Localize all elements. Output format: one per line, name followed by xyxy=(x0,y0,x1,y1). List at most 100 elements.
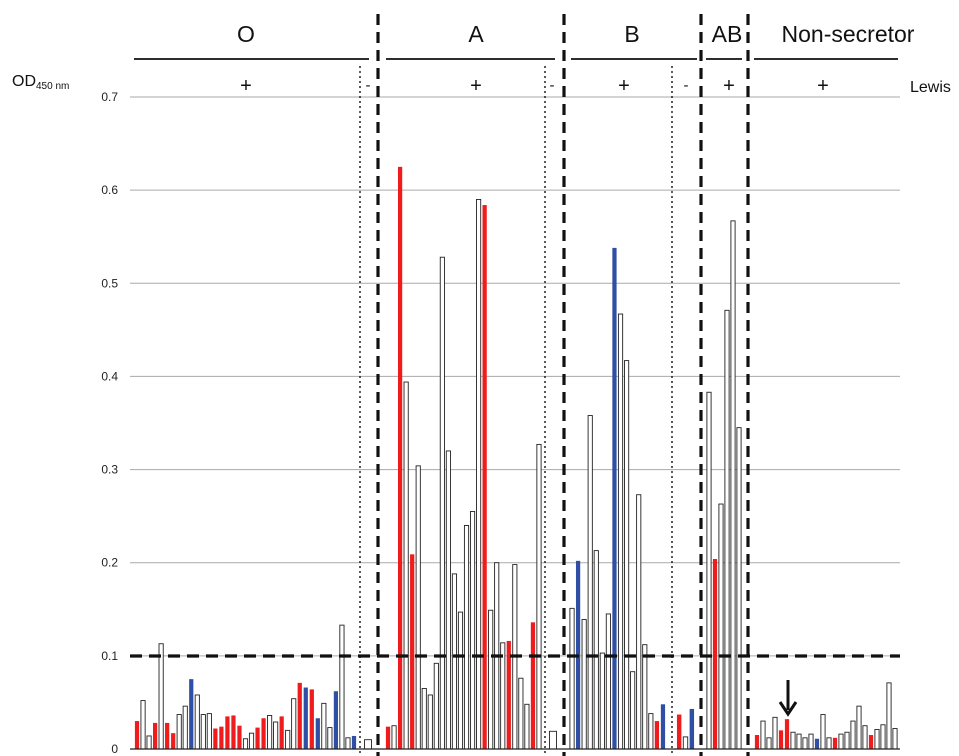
bar xyxy=(152,722,158,749)
bar xyxy=(415,465,421,750)
bar xyxy=(814,738,820,749)
bar xyxy=(524,703,530,750)
bar xyxy=(518,677,524,750)
bar xyxy=(724,309,730,750)
bar xyxy=(403,381,409,750)
bar xyxy=(593,550,599,750)
bar xyxy=(391,725,397,750)
group-label: O xyxy=(237,21,255,47)
bar xyxy=(291,698,297,750)
bar xyxy=(796,733,802,750)
bar xyxy=(838,733,844,750)
bar xyxy=(868,735,874,749)
bar xyxy=(778,730,784,749)
y-tick-label: 0.7 xyxy=(101,90,118,104)
bar xyxy=(200,714,206,750)
bar xyxy=(267,715,273,750)
bar xyxy=(754,735,760,749)
bar xyxy=(587,415,593,750)
bar xyxy=(321,702,327,750)
bar xyxy=(134,721,140,749)
bar xyxy=(772,716,778,750)
bar xyxy=(364,739,372,750)
bar xyxy=(844,731,850,750)
bar xyxy=(482,205,487,750)
bar xyxy=(273,721,279,750)
group-dividers xyxy=(359,14,750,756)
y-axis-ticks: 0 0.1 0.2 0.3 0.4 0.5 0.6 0.7 xyxy=(101,90,118,756)
y-axis-label: OD450 nm xyxy=(12,73,69,92)
bar xyxy=(433,662,439,750)
lewis-negative-sign: - xyxy=(684,77,689,94)
bar xyxy=(182,705,188,750)
y-tick-label: 0.3 xyxy=(101,463,118,477)
lewis-label: Lewis xyxy=(910,79,951,96)
bar xyxy=(654,721,660,749)
bars xyxy=(134,166,898,750)
y-tick-label: 0 xyxy=(111,742,118,756)
bar xyxy=(856,705,862,750)
bar xyxy=(612,247,617,749)
bar xyxy=(158,643,164,750)
y-axis-label-sub: 450 nm xyxy=(36,81,69,92)
bar xyxy=(892,728,898,750)
bar xyxy=(171,733,176,749)
bar xyxy=(648,713,654,750)
bar xyxy=(285,729,291,750)
bar xyxy=(874,728,880,750)
bar xyxy=(279,716,284,749)
bar xyxy=(213,728,218,749)
bar xyxy=(237,725,242,749)
bar xyxy=(605,613,611,750)
bar xyxy=(333,691,339,749)
bar xyxy=(617,313,624,750)
bar xyxy=(463,525,470,750)
bar xyxy=(469,511,476,750)
bar xyxy=(660,704,666,749)
bar xyxy=(165,722,170,749)
group-label: AB xyxy=(712,21,743,47)
bar xyxy=(569,607,575,750)
bar xyxy=(140,700,146,750)
bar xyxy=(397,166,403,750)
bar xyxy=(385,726,391,749)
bar xyxy=(820,714,826,750)
bar xyxy=(784,719,790,749)
lewis-positive-sign: + xyxy=(723,75,735,97)
bar xyxy=(194,694,200,750)
bar xyxy=(339,624,345,750)
bar xyxy=(760,720,766,750)
y-tick-label: 0.1 xyxy=(101,649,118,663)
bar xyxy=(712,558,718,749)
arrow-down-icon xyxy=(778,680,798,717)
bar xyxy=(176,714,182,750)
bar xyxy=(636,494,642,750)
bar xyxy=(146,735,152,750)
bar xyxy=(536,443,542,750)
bar xyxy=(549,730,557,750)
group-label: A xyxy=(468,21,484,47)
bar xyxy=(255,727,260,749)
bar xyxy=(599,652,605,750)
bar xyxy=(676,714,682,749)
lewis-positive-sign: + xyxy=(618,75,630,97)
bar xyxy=(327,727,333,750)
bar xyxy=(766,737,772,750)
bar xyxy=(706,391,712,750)
bar xyxy=(790,731,796,750)
bar xyxy=(410,554,415,749)
bar xyxy=(445,450,451,750)
bar xyxy=(808,733,814,750)
bar xyxy=(689,708,695,749)
bar xyxy=(850,720,856,750)
bar xyxy=(581,619,587,750)
bar xyxy=(500,642,506,750)
bar xyxy=(303,687,308,749)
bar xyxy=(242,738,249,750)
bar xyxy=(231,715,236,749)
bar xyxy=(682,736,689,750)
bar xyxy=(248,732,255,750)
bar xyxy=(351,735,357,749)
y-tick-label: 0.4 xyxy=(101,369,118,383)
